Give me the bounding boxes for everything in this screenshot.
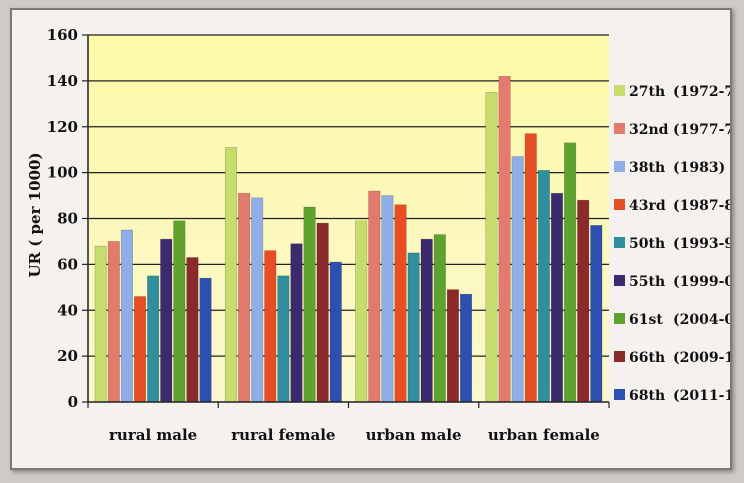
bar-50th-rural-female — [277, 275, 290, 403]
bar-chart: 0 20 40 60 80 100 120 140 160 rural male rural fe… — [26, 26, 730, 444]
y-tick-label: 20 — [57, 347, 78, 365]
y-tick-label: 160 — [47, 26, 78, 44]
legend-item: 61st (2004-05) — [614, 312, 730, 328]
legend-series-name: 38th — [629, 160, 665, 176]
bar-32nd-rural-male — [107, 241, 120, 403]
legend-swatch — [614, 389, 625, 400]
legend-series-period: (2004-05) — [673, 312, 730, 328]
legend-series-period: (1972-73) — [673, 84, 730, 100]
bar-43rd-urban-male — [394, 204, 407, 403]
y-tick-label: 80 — [57, 210, 78, 228]
bar-61st-urban-female — [564, 142, 577, 403]
bar-68th-urban-female — [590, 225, 603, 403]
legend-item: 32nd(1977-78) — [614, 122, 730, 138]
legend-series-period: (1977-78) — [673, 122, 730, 138]
legend-swatch — [614, 123, 625, 134]
y-axis-label: UR ( per 1000) — [26, 152, 44, 277]
bar-68th-rural-female — [329, 261, 342, 403]
legend-item: 43rd (1987-88) — [614, 198, 730, 214]
bar-32nd-rural-female — [238, 192, 251, 403]
bar-43rd-rural-male — [133, 296, 147, 403]
legend-swatch — [614, 351, 625, 362]
legend-item: 50th (1993-94) — [614, 236, 730, 252]
legend-series-name: 55th — [629, 274, 665, 290]
bar-55th-urban-male — [420, 238, 433, 403]
legend-series-name: 66th — [629, 350, 665, 366]
bar-61st-rural-male — [173, 220, 186, 403]
legend: 27th (1972-73) 32nd(1977-78) 38th (1983) 43rd… — [614, 84, 730, 404]
y-axis-ticks: 0 20 40 60 80 100 120 140 160 — [47, 26, 88, 411]
bar-32nd-urban-female — [498, 75, 511, 403]
legend-swatch — [614, 161, 625, 172]
bar-66th-rural-female — [316, 222, 329, 403]
y-tick-label: 120 — [47, 118, 78, 136]
bar-50th-rural-male — [147, 275, 160, 403]
bar-43rd-rural-female — [264, 250, 277, 403]
legend-series-period: (1999-00) — [673, 274, 730, 290]
legend-series-period: (1983) — [673, 160, 725, 176]
x-category-label: urban male — [366, 426, 462, 444]
chart-frame: 0 20 40 60 80 100 120 140 160 rural male rural fe… — [10, 8, 732, 470]
legend-series-period: (2011-12) — [673, 388, 730, 404]
bar-32nd-urban-male — [368, 190, 381, 403]
bar-50th-urban-male — [407, 252, 420, 403]
legend-series-name: 61st — [629, 312, 663, 328]
x-category-label: urban female — [488, 426, 600, 444]
y-tick-label: 140 — [47, 72, 78, 90]
legend-series-period: (2009-10) — [673, 350, 730, 366]
legend-swatch — [614, 313, 625, 324]
bar-55th-rural-female — [290, 243, 303, 403]
y-tick-label: 60 — [57, 255, 78, 273]
bar-43rd-urban-female — [524, 133, 537, 403]
bar-27th-urban-male — [355, 220, 368, 403]
bar-38th-rural-male — [120, 229, 133, 403]
x-axis-categories: rural male rural female urban male urban fe… — [87, 402, 610, 444]
bar-66th-rural-male — [186, 257, 199, 403]
legend-item: 66th (2009-10) — [614, 350, 730, 366]
bar-68th-rural-male — [199, 277, 212, 403]
legend-item: 55th (1999-00) — [614, 274, 730, 290]
bar-66th-urban-female — [577, 199, 590, 403]
bar-61st-rural-female — [303, 206, 316, 403]
legend-series-name: 68th — [629, 388, 665, 404]
y-tick-label: 100 — [47, 164, 78, 182]
bar-38th-urban-male — [381, 195, 394, 403]
legend-series-period: (1993-94) — [673, 236, 730, 252]
legend-series-period: (1987-88) — [673, 198, 730, 214]
legend-series-name: 43rd — [629, 198, 666, 214]
legend-item: 68th (2011-12) — [614, 388, 730, 404]
bar-27th-rural-female — [224, 147, 238, 403]
legend-series-name: 32nd — [629, 122, 669, 138]
bar-61st-urban-male — [433, 234, 446, 403]
bars — [94, 75, 603, 403]
legend-swatch — [614, 199, 625, 210]
bar-27th-urban-female — [485, 92, 498, 403]
bar-55th-urban-female — [550, 192, 564, 403]
legend-series-name: 27th — [629, 84, 665, 100]
bar-66th-urban-male — [446, 289, 459, 403]
y-tick-label: 0 — [68, 393, 78, 411]
x-category-label: rural female — [231, 426, 335, 444]
y-tick-label: 40 — [57, 301, 78, 319]
legend-swatch — [614, 237, 625, 248]
bar-55th-rural-male — [160, 238, 173, 403]
bar-68th-urban-male — [459, 293, 473, 403]
bar-38th-rural-female — [251, 197, 264, 403]
bar-38th-urban-female — [511, 156, 524, 403]
legend-swatch — [614, 85, 625, 96]
legend-item: 38th (1983) — [614, 160, 725, 176]
legend-item: 27th (1972-73) — [614, 84, 730, 100]
legend-series-name: 50th — [629, 236, 665, 252]
bar-50th-urban-female — [537, 170, 550, 403]
legend-swatch — [614, 275, 625, 286]
x-category-label: rural male — [109, 426, 197, 444]
bar-27th-rural-male — [94, 245, 107, 403]
